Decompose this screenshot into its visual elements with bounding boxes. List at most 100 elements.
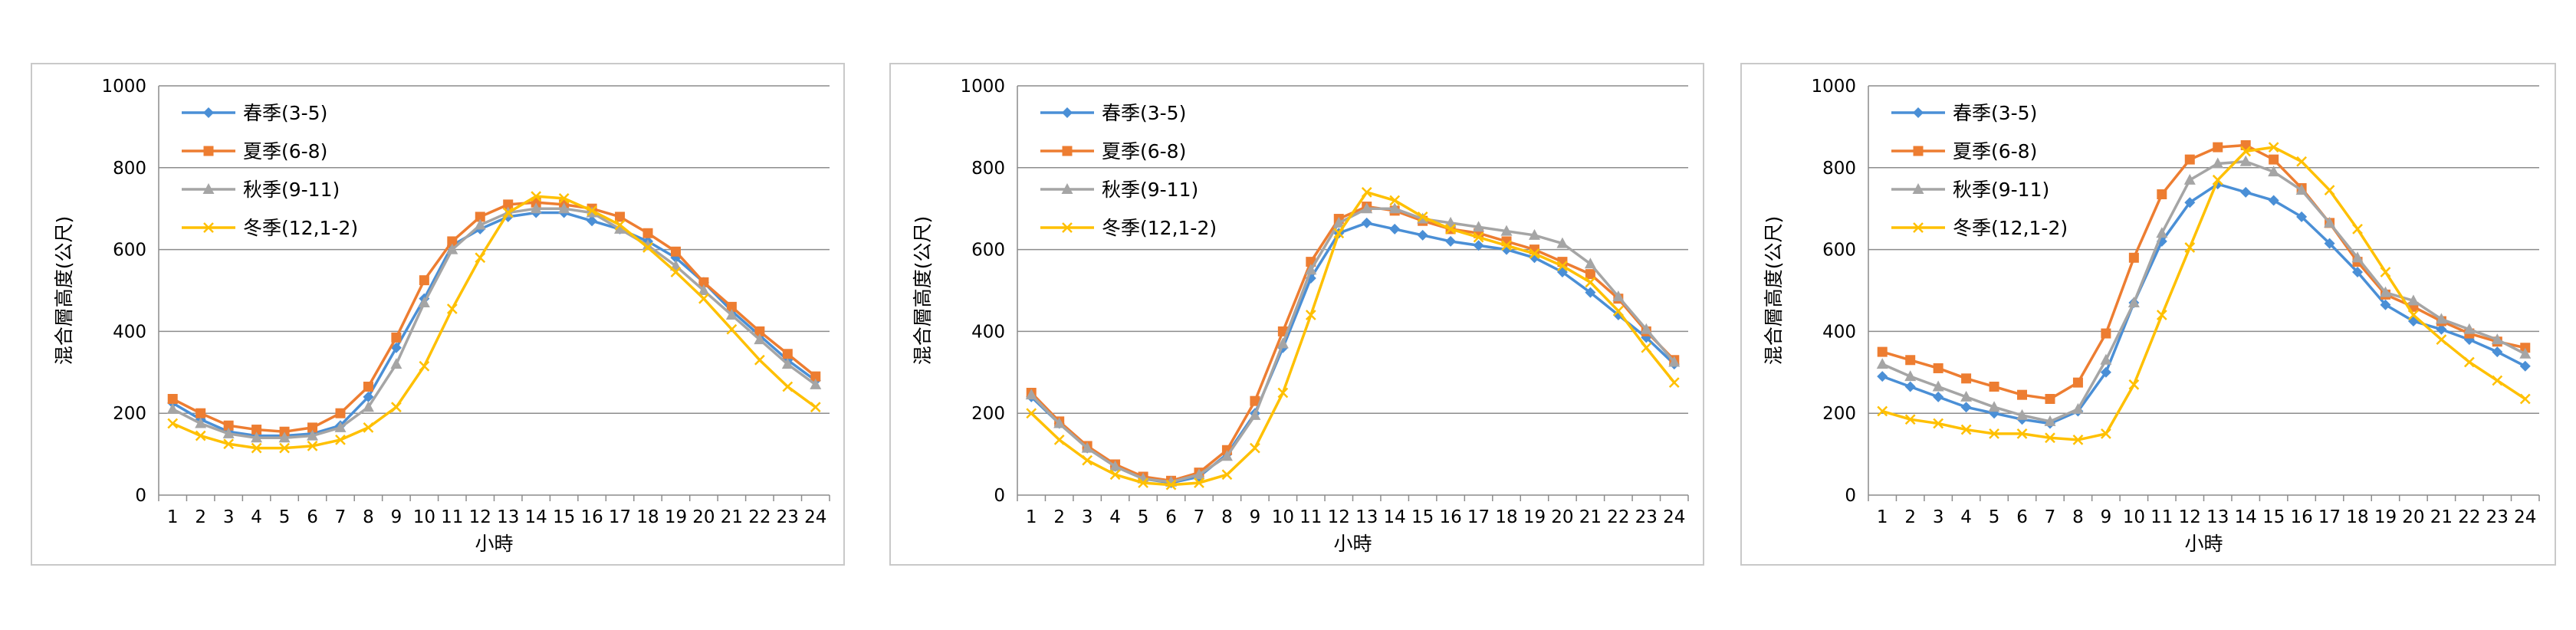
data-point [391,402,402,413]
data-point [782,381,794,392]
data-point [2520,343,2531,353]
x-tick-label: 8 [2072,507,2084,527]
legend-label: 秋季(9-11) [243,179,340,201]
data-point [2436,323,2447,335]
x-tick-label: 5 [279,507,291,527]
series-line [172,211,816,438]
data-point [1585,269,1595,280]
series-3 [1025,202,1681,487]
data-point [1585,277,1596,288]
x-tick-label: 24 [804,507,826,527]
legend: 春季(3-5) 夏季(6-8) 秋季(9-11) 冬季(12,1-2) [182,102,358,239]
data-point [1960,424,1972,435]
y-tick-label: 0 [135,486,146,506]
data-point [446,304,458,314]
y-tick-label: 800 [113,159,146,179]
series-line [1030,221,1675,484]
data-point [1417,229,1428,241]
data-point [1276,337,1289,349]
legend-label: 秋季(9-11) [1953,179,2049,201]
data-point [2184,154,2195,165]
chart-panel-1: 0 200 400 600 800 1000 1 2 3 4 5 6 7 8 9 10 11 12 13 14 15 16… [31,63,845,566]
x-tick-label: 12 [469,507,491,527]
data-point [1557,261,1568,271]
data-point [2380,267,2391,277]
data-point [586,215,598,227]
data-point [279,442,290,454]
data-point [1221,450,1233,461]
data-point [1305,310,1316,320]
series-4 [1026,186,1680,491]
x-tick-label: 15 [2262,507,2285,527]
data-point [2463,323,2476,334]
x-tick-label: 17 [1467,507,1490,527]
data-point [698,284,710,295]
y-tick-label: 600 [1822,241,1856,261]
data-point [167,418,179,429]
data-point [670,246,681,257]
data-point [2324,216,2336,228]
data-point [1529,248,1540,259]
data-point [1025,389,1037,400]
series-line [1030,190,1676,487]
data-point [1877,371,1888,382]
x-tick-label: 8 [1221,507,1233,527]
data-point [726,301,737,312]
data-point [726,323,738,335]
y-tick-label: 0 [1845,486,1856,506]
data-point [725,309,738,320]
y-tick-label: 200 [971,404,1005,424]
x-tick-label: 16 [1439,507,1461,527]
x-tick-label: 18 [2346,507,2368,527]
data-point [1585,287,1596,298]
legend-label: 冬季(12,1-2) [243,217,358,239]
data-point [2240,186,2252,198]
data-point [2324,238,2335,249]
y-tick-label: 1000 [1811,77,1856,97]
x-tick-label: 6 [1165,507,1177,527]
series-line [172,195,816,450]
data-point [558,192,570,204]
legend-label: 冬季(12,1-2) [1102,217,1217,239]
data-point [2128,379,2140,390]
x-tick-label: 10 [413,507,435,527]
data-point [531,191,542,202]
data-point [1904,381,1916,392]
data-point [475,212,485,222]
data-point [2045,432,2055,444]
x-tick-label: 17 [609,507,631,527]
data-point [2156,310,2167,320]
data-point [615,212,626,222]
data-point [251,442,262,454]
x-tick-label: 9 [391,507,402,527]
data-point [447,236,458,247]
data-point [1989,381,1999,392]
data-point [2295,184,2308,195]
x-tick-label: 9 [2101,507,2112,527]
x-axis-title: 小時 [1333,533,1372,555]
x-tick-label: 1 [1877,507,1888,527]
data-point [1877,346,1888,357]
x-tick-label: 13 [1355,507,1378,527]
x-axis-title: 小時 [475,533,513,555]
legend-label: 春季(3-5) [1102,102,1186,124]
data-point [1053,435,1065,445]
data-point [698,277,709,287]
x-tick-label: 19 [1523,507,1546,527]
data-point [1932,380,1944,392]
legend: 春季(3-5) 夏季(6-8) 秋季(9-11) 冬季(12,1-2) [1040,102,1217,239]
data-point [1305,264,1317,275]
x-tick-label: 4 [251,507,262,527]
data-point [1877,405,1888,417]
data-point [1389,195,1401,206]
data-point [1905,355,1916,366]
data-point [2044,415,2056,426]
x-tick-label: 8 [363,507,374,527]
data-point [2156,235,2167,247]
data-point [307,429,319,441]
x-tick-label: 7 [335,507,347,527]
data-point [1501,240,1512,251]
